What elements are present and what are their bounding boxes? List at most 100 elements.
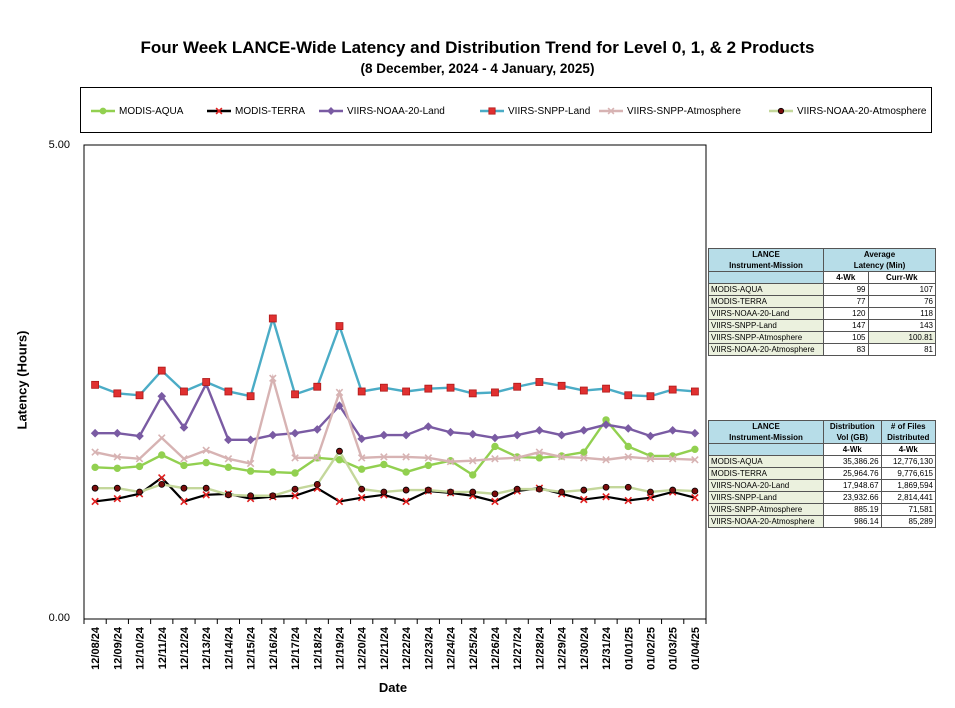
data-point xyxy=(580,454,588,462)
data-point xyxy=(558,488,566,496)
legend-label: VIIRS-NOAA-20-Atmosphere xyxy=(797,105,927,117)
data-point xyxy=(669,486,677,494)
x-tick-label: 01/02/25 xyxy=(645,627,657,670)
x-tick-label: 12/11/24 xyxy=(157,626,169,669)
data-point xyxy=(535,426,544,435)
data-point xyxy=(402,468,410,476)
legend-swatch xyxy=(207,107,231,115)
dist-sub-4wk-files: 4-Wk xyxy=(880,443,937,456)
data-point xyxy=(624,483,632,491)
legend-item: VIIRS-SNPP-Land xyxy=(478,103,590,119)
latency-currwk: 100.81 xyxy=(867,331,937,344)
data-point xyxy=(113,484,121,492)
latency-4wk: 83 xyxy=(823,343,869,356)
legend-label: MODIS-TERRA xyxy=(235,105,305,117)
data-point xyxy=(379,430,389,440)
data-point xyxy=(691,455,699,464)
x-tick-label: 12/25/24 xyxy=(468,626,480,670)
data-point xyxy=(668,455,677,463)
instrument-name: VIIRS-NOAA-20-Atmosphere xyxy=(708,343,824,356)
data-point xyxy=(602,384,610,393)
x-tick-label: 12/14/24 xyxy=(223,626,235,670)
data-point xyxy=(469,488,477,496)
data-point xyxy=(357,387,366,396)
data-point xyxy=(447,488,454,496)
data-point xyxy=(157,434,166,442)
legend-item: VIIRS-SNPP-Atmosphere xyxy=(597,103,741,119)
data-point xyxy=(535,454,544,462)
data-point xyxy=(624,453,633,461)
legend-item: VIIRS-NOAA-20-Atmosphere xyxy=(767,103,927,119)
data-point xyxy=(446,427,455,437)
data-point xyxy=(513,382,522,391)
data-point xyxy=(357,434,366,444)
x-tick-label: 12/30/24 xyxy=(579,626,591,670)
data-point xyxy=(690,387,699,396)
dist-sub-4wk-vol: 4-Wk xyxy=(823,443,882,456)
dist-files-header: # of Files Distributed xyxy=(880,420,937,444)
data-point xyxy=(491,442,499,451)
x-tick-label: 12/09/24 xyxy=(112,626,124,670)
data-point xyxy=(224,463,233,472)
data-point xyxy=(646,431,655,441)
data-point xyxy=(91,380,100,389)
chart-subtitle: (8 December, 2024 - 4 January, 2025) xyxy=(360,61,595,76)
data-point xyxy=(179,423,189,432)
series-line xyxy=(95,448,695,497)
data-point xyxy=(224,491,232,499)
data-point xyxy=(535,485,543,493)
legend-label: MODIS-AQUA xyxy=(119,105,184,117)
x-tick-label: 12/19/24 xyxy=(334,626,346,670)
data-point xyxy=(202,484,210,492)
data-point xyxy=(557,430,566,440)
data-point xyxy=(180,455,188,463)
legend-marker xyxy=(607,107,615,115)
data-point xyxy=(313,454,322,462)
data-point xyxy=(224,387,233,396)
series-line xyxy=(94,314,695,398)
files-distributed: 2,814,441 xyxy=(880,491,937,504)
data-point xyxy=(313,382,322,391)
data-point xyxy=(491,388,499,397)
y-tick-label-top: 5.00 xyxy=(48,139,70,151)
x-tick-label: 12/27/24 xyxy=(512,626,524,670)
legend-label: VIIRS-NOAA-20-Land xyxy=(347,105,445,117)
x-tick-label: 12/16/24 xyxy=(268,626,280,670)
data-point xyxy=(379,383,388,392)
x-tick-label: 12/17/24 xyxy=(290,626,302,670)
data-point xyxy=(424,454,433,462)
data-point xyxy=(113,494,122,503)
data-point xyxy=(91,497,99,506)
legend-marker xyxy=(777,107,785,115)
data-point xyxy=(402,453,410,461)
data-point xyxy=(513,454,521,462)
data-point xyxy=(313,480,321,488)
latency-currwk: 81 xyxy=(867,343,937,356)
series-line xyxy=(94,373,695,465)
data-point xyxy=(90,428,100,438)
data-point xyxy=(624,391,633,400)
legend-swatch xyxy=(599,107,623,115)
data-point xyxy=(202,491,210,499)
data-point xyxy=(247,492,255,500)
data-point xyxy=(224,455,233,463)
legend-marker xyxy=(99,107,107,115)
data-point xyxy=(623,424,633,433)
data-point xyxy=(424,461,433,470)
instrument-name: MODIS-TERRA xyxy=(708,295,824,308)
data-point xyxy=(157,366,166,375)
data-point xyxy=(691,493,699,502)
latency-4wk: 77 xyxy=(823,295,869,308)
data-point xyxy=(647,488,654,496)
data-point xyxy=(491,455,499,463)
data-point xyxy=(601,420,611,429)
data-point xyxy=(135,462,144,471)
instrument-name: VIIRS-SNPP-Atmosphere xyxy=(708,331,824,344)
data-point xyxy=(335,456,344,464)
legend-marker xyxy=(327,107,335,115)
data-point xyxy=(91,448,99,456)
latency-currwk: 107 xyxy=(867,283,937,296)
data-point xyxy=(402,486,410,494)
files-distributed: 71,581 xyxy=(880,503,937,516)
data-point xyxy=(424,384,433,393)
